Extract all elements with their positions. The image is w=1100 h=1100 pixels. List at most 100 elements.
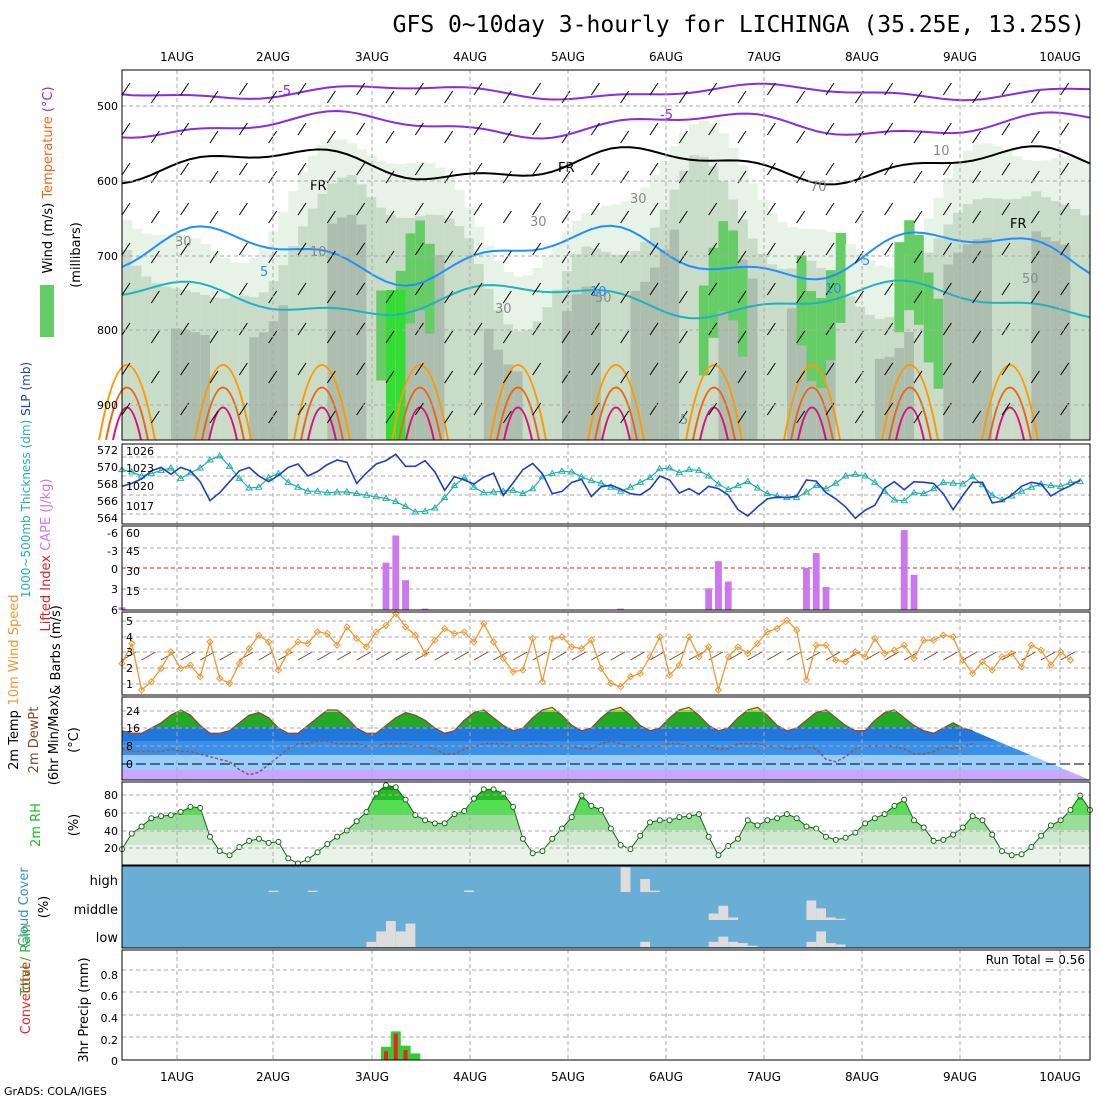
upper-wind-barb (1030, 90, 1040, 104)
temp2m-axis-tick-label: 16 (126, 722, 140, 735)
wind10-axis-tick-label: 3 (126, 646, 133, 659)
upper-wind-barb (326, 90, 336, 104)
rh2m-point (607, 825, 614, 832)
surface-temperature-contour (692, 386, 736, 441)
upper-wind-barb (385, 250, 395, 264)
thickness-point (176, 474, 185, 481)
contour-label: 5 (680, 413, 688, 428)
upper-wind-barb (473, 242, 483, 256)
wind10-point (1017, 663, 1026, 671)
upper-wind-barb (678, 330, 688, 344)
upper-wind-barb (854, 170, 864, 184)
rh2m-point (187, 803, 194, 810)
rh2m-point (969, 813, 976, 820)
date-label-top: 9AUG (943, 50, 977, 64)
rh2m-point (823, 833, 829, 840)
wind10-barb (962, 651, 978, 661)
upper-wind-barb (796, 290, 806, 304)
upper-wind-barb (708, 282, 718, 296)
cape-bar (910, 574, 918, 610)
rh2m-point (901, 796, 908, 803)
rh-shade-green (796, 255, 807, 346)
upper-wind-barb (590, 362, 600, 376)
wind10-point (978, 658, 987, 666)
upper-wind-barb (825, 322, 835, 336)
upper-wind-barb (620, 410, 630, 424)
upper-wind-barb (972, 170, 982, 184)
rh2m-point (1008, 852, 1015, 859)
wind10-point (264, 638, 273, 646)
cape-title: Lifted Index CAPE (J/kg) (39, 479, 54, 632)
wind10-barb (551, 651, 567, 661)
wind10-point (186, 661, 195, 669)
wind10-point (499, 654, 508, 663)
surface-temperature-contour (105, 386, 149, 441)
upper-wind-barb (708, 362, 718, 376)
cape-axis-tick-label: 30 (126, 565, 140, 578)
thickness-point (528, 484, 537, 492)
wind10-barb (415, 651, 430, 661)
upper-wind-barb (796, 210, 806, 224)
upper-wind-barb (414, 82, 424, 96)
contour-label: FR (1010, 217, 1027, 232)
upper-wind-barb (385, 170, 395, 184)
wind10-point (900, 641, 908, 649)
upper-wind-barb (590, 122, 600, 136)
cloud-bar-high (307, 890, 318, 892)
upper-wind-barb (590, 242, 600, 256)
rh-shade-dark (953, 252, 964, 440)
wind10-point (255, 631, 263, 639)
rh2m-point (412, 812, 419, 819)
rh2m-point (314, 849, 321, 856)
upper-wind-barb (209, 90, 219, 104)
upper-wind-barb (532, 122, 542, 136)
wind10-line (121, 612, 1071, 693)
rh2m-point (1028, 844, 1035, 851)
upper-wind-barb (766, 162, 776, 176)
rh2m-point (392, 784, 399, 791)
rh2m-title-b-text: (%) (67, 814, 82, 837)
thickness-point (919, 489, 928, 497)
upper-wind-barb (121, 322, 131, 336)
upper-wind-barb (1001, 402, 1011, 416)
upper-wind-barb (620, 210, 630, 224)
rh2m-point (158, 813, 165, 820)
upper-wind-barb (1060, 162, 1070, 176)
rh-shade-green (835, 232, 847, 323)
thickness-point (440, 493, 449, 501)
upper-wind-barb (678, 370, 688, 384)
upper-wind-barb (532, 162, 542, 176)
date-label-bottom: 3AUG (355, 1070, 389, 1084)
wind10-point (440, 624, 449, 633)
upper-wind-barb (913, 370, 923, 384)
temp-bands (122, 707, 1090, 780)
thickness-point (421, 507, 429, 514)
upper-pressure-tick-label: 800 (97, 324, 118, 337)
thickness-point (1017, 487, 1026, 494)
thickness-point (841, 472, 850, 479)
upper-wind-barb (796, 250, 806, 264)
wind10-point (157, 664, 165, 673)
precip-title-a-text: Total / Rain (19, 924, 34, 997)
wind10-point (695, 653, 703, 661)
cape-bar (715, 561, 722, 610)
upper-wind-barb (121, 402, 131, 416)
rh-shade-dark (249, 337, 260, 440)
upper-wind-barb (708, 82, 718, 96)
rh-shade-green (826, 270, 837, 361)
upper-wind-barb (414, 242, 424, 256)
upper-wind-barb (209, 170, 219, 184)
rh-shade-green (933, 298, 944, 389)
rh-shade-mid (219, 298, 231, 440)
lifted-axis-tick-label: -6 (107, 527, 118, 540)
rh2m-point (774, 815, 781, 822)
thickness-point (831, 479, 840, 486)
surface-temperature-contour (587, 364, 645, 441)
upper-wind-barb (913, 330, 923, 344)
upper-wind-barb (1001, 122, 1011, 136)
wind10-point (323, 629, 332, 638)
upper-wind-barb (385, 410, 395, 424)
wind10-title-a-text: 10m Wind Speed (7, 595, 22, 706)
upper-wind-barb (238, 362, 248, 376)
rh2m-point (177, 809, 184, 816)
